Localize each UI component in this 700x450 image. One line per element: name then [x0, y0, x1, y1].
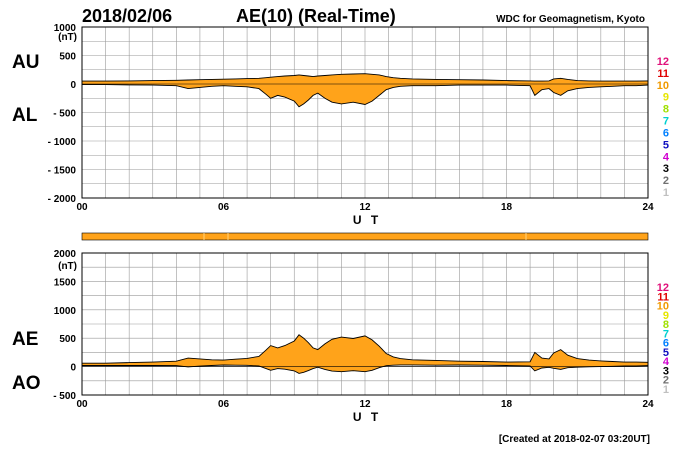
station-label: 10 [657, 301, 669, 313]
ae-label: AE [12, 329, 38, 350]
au-al-unit: (nT) [58, 32, 77, 43]
station-label: 5 [663, 139, 669, 151]
ae-ao-x-label: U T [353, 410, 381, 424]
station-label: 2 [663, 175, 669, 187]
y-tick-label: 1000 [54, 306, 77, 317]
al-series-line [82, 84, 649, 108]
au-al-area [82, 73, 648, 107]
station-coverage-bar [81, 232, 649, 241]
station-label: 8 [663, 319, 669, 331]
station-label: 3 [663, 163, 669, 175]
x-tick-label: 00 [76, 202, 88, 213]
x-tick-label: 12 [359, 202, 371, 213]
au-al-x-ticks: 00 06 12 18 24 [76, 202, 654, 213]
x-tick-label: 18 [501, 202, 513, 213]
station-label: 12 [657, 282, 669, 294]
station-label: 11 [657, 68, 669, 80]
ao-label: AO [12, 373, 41, 394]
au-series-line [82, 73, 649, 82]
station-label: 6 [663, 127, 669, 139]
x-tick-label: 24 [642, 202, 654, 213]
station-label: 3 [663, 365, 669, 377]
station-label: 8 [663, 104, 669, 116]
source-label: WDC for Geomagnetism, Kyoto [496, 14, 645, 25]
station-label: 4 [663, 151, 670, 163]
x-tick-label: 18 [501, 399, 513, 410]
y-tick-label: - 2000 [48, 194, 77, 205]
station-label: 1 [663, 187, 669, 199]
station-label: 10 [657, 80, 669, 92]
au-al-y-ticks: 1000 500 0 - 500 - 1000 - 1500 - 2000 [48, 23, 77, 205]
created-timestamp: [Created at 2018-02-07 03:20UT] [499, 434, 650, 445]
station-label: 7 [663, 116, 669, 128]
station-label: 9 [663, 310, 669, 322]
y-tick-label: 500 [59, 52, 76, 63]
ao-series-line [82, 364, 649, 374]
y-tick-label: 2000 [54, 249, 77, 260]
station-label: 5 [663, 347, 669, 359]
station-label: 1 [663, 384, 669, 396]
x-tick-label: 24 [642, 399, 654, 410]
station-label: 12 [657, 56, 669, 68]
station-label: 7 [663, 328, 669, 340]
y-tick-label: - 1000 [48, 137, 77, 148]
y-tick-label: 0 [70, 80, 76, 91]
chart-title: AE(10) (Real-Time) [236, 6, 396, 26]
ae-ao-unit: (nT) [58, 261, 77, 272]
au-al-x-label: U T [353, 213, 381, 227]
x-tick-label: 12 [359, 399, 371, 410]
station-label: 6 [663, 338, 669, 350]
station-label: 4 [663, 356, 670, 368]
x-tick-label: 06 [218, 399, 230, 410]
al-label: AL [12, 105, 38, 126]
station-label: 11 [657, 291, 669, 303]
y-tick-label: 0 [70, 363, 76, 374]
au-al-frame [81, 26, 649, 199]
y-tick-label: - 500 [53, 391, 76, 402]
ae-ao-area [82, 334, 648, 374]
x-tick-label: 00 [76, 399, 88, 410]
station-label: 9 [663, 92, 669, 104]
y-tick-label: - 500 [53, 109, 76, 120]
ae-series-line [82, 334, 649, 364]
date-title: 2018/02/06 [82, 6, 172, 26]
au-label: AU [12, 52, 39, 73]
ae-ao-x-ticks: 00 06 12 18 24 [76, 399, 654, 410]
y-tick-label: - 1500 [48, 166, 77, 177]
ae-ao-y-ticks: 2000 1500 1000 500 0 - 500 [53, 249, 76, 402]
ae-ao-frame [81, 252, 649, 396]
ae-ao-grid [81, 252, 649, 396]
au-al-grid [81, 26, 649, 199]
x-tick-label: 06 [218, 202, 230, 213]
y-tick-label: 500 [59, 334, 76, 345]
y-tick-label: 1500 [54, 277, 77, 288]
y-tick-label: 1000 [54, 23, 77, 34]
station-label: 2 [663, 375, 669, 387]
